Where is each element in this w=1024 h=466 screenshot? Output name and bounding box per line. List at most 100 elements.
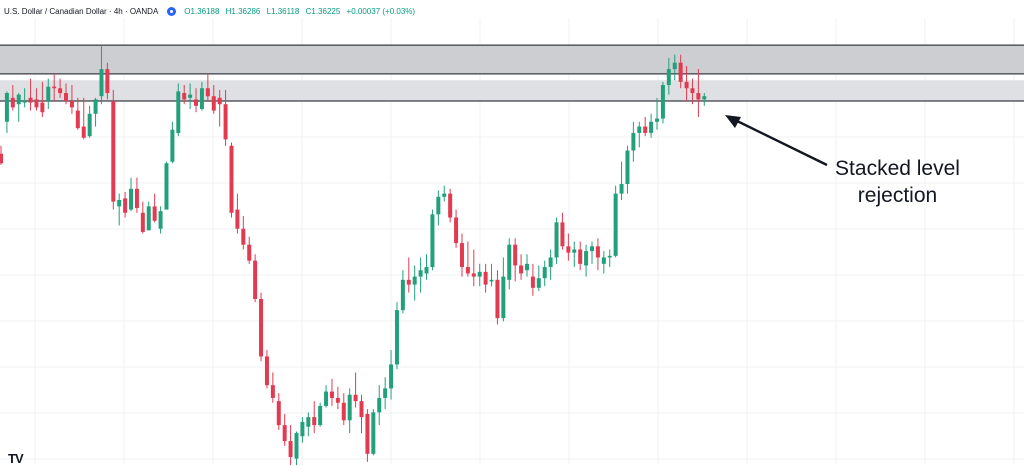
candle [105,62,110,100]
candle [489,263,494,287]
candle-body [542,267,547,279]
candle [400,270,405,314]
candle-body [448,193,453,218]
candle-body [442,193,447,197]
candle-body [40,102,45,113]
candle [264,350,269,389]
low-value: L1.36118 [266,6,300,16]
candle [584,244,589,277]
candle-body [459,243,464,268]
candle-body [217,97,222,105]
candle [536,265,541,291]
candle-body [247,244,252,261]
candle [158,206,163,234]
candle [359,394,364,434]
candle [182,85,187,105]
candle-body [483,271,488,285]
candle-body [590,246,594,252]
candle [619,161,624,200]
candle-body [660,85,665,119]
candle [507,238,512,290]
candle-body [335,397,340,403]
candle [40,81,45,117]
candle [10,85,15,111]
candle-body [560,222,565,247]
candle-body [10,97,15,108]
candle [459,233,464,277]
candle-body [75,110,80,129]
candle-body [306,417,311,427]
candle [483,263,488,293]
candle-body [690,88,695,94]
candle [554,217,559,264]
candle [253,254,258,303]
candle-body [424,267,429,274]
candle [666,57,671,95]
candle [211,85,216,114]
candle-body [16,94,21,105]
candle-body [152,206,157,221]
candle-body [99,69,104,97]
candle-body [702,96,707,100]
candle-body [696,93,701,100]
candle [353,372,358,408]
candle [205,73,210,102]
candle [324,385,329,408]
candle [318,402,323,427]
candle-body [22,101,27,103]
candle [465,241,470,277]
close-value: C1.36225 [305,6,341,16]
tradingview-logo-icon[interactable]: TV [8,451,24,466]
candle-body [643,126,648,133]
candle [513,238,518,282]
candle [75,97,80,130]
candle [595,238,600,271]
candle-body [430,214,435,268]
candle [217,89,222,127]
candle-body [489,279,494,282]
open-value: O1.36188 [184,6,220,16]
candle-body [282,425,287,442]
candle [34,88,39,111]
candle [81,97,86,140]
annotation-arrow [725,115,828,167]
candle-body [253,260,258,299]
candle [383,377,388,410]
candle-body [513,244,518,266]
candle-body [353,394,358,402]
candle [436,190,441,226]
candle [519,254,524,280]
symbol-legend: U.S. Dollar / Canadian Dollar · 4h · OAN… [4,3,419,19]
candle [276,393,281,430]
candle-body [678,62,683,82]
candle [655,97,660,130]
candle [64,83,69,105]
candle [572,241,577,268]
candle-body [170,129,175,162]
candle-body [276,401,281,426]
candle-body [383,388,388,398]
candle [4,91,9,133]
candle-body [81,126,86,138]
candle-body [672,62,677,70]
candle-body [601,257,606,264]
candle [134,177,139,213]
candle [424,254,429,280]
candle [394,302,399,370]
candle [501,257,506,322]
candle-body [205,88,210,97]
change-value: +0.00037 (+0.03%) [346,6,416,16]
candle [146,201,151,231]
symbol-title[interactable]: U.S. Dollar / Canadian Dollar · 4h · OAN… [4,6,159,16]
candle [613,185,618,258]
candle [16,93,21,122]
annotation-line-2: rejection [857,184,938,207]
candle [371,409,376,456]
candle [306,412,311,437]
annotation-text: Stacked level rejection [810,155,985,209]
candle-body [4,93,9,122]
candle [347,388,352,434]
candle-body [123,198,128,213]
candle-body [58,88,63,94]
